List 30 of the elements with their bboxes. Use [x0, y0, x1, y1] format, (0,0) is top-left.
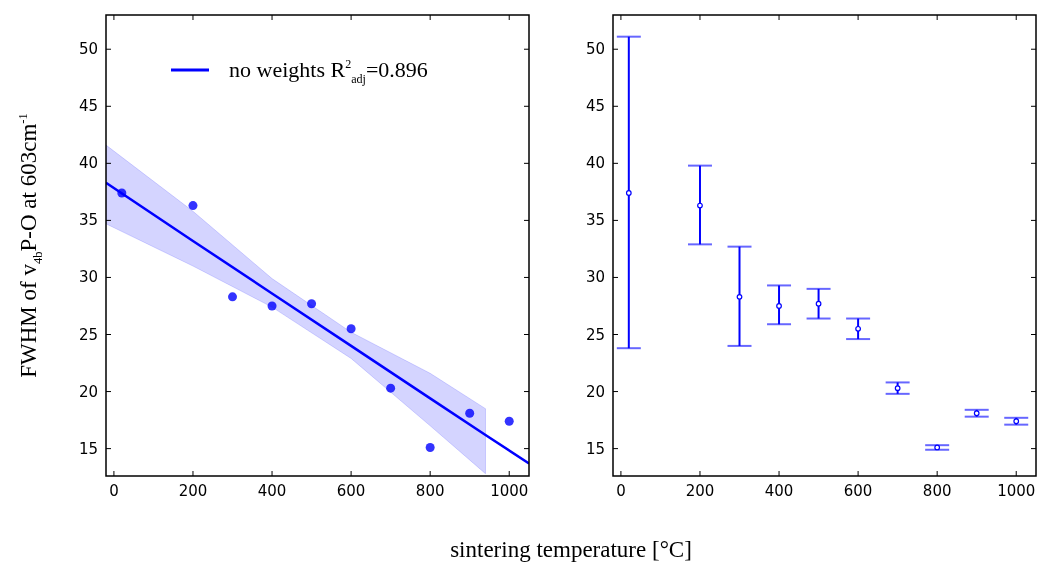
x-tick-label: 400: [764, 482, 794, 500]
legend-label: no weights R$^{2}$$_{adj}$=0.896: [229, 57, 428, 86]
y-tick-label: 50: [78, 40, 98, 59]
x-tick-label: 600: [336, 482, 366, 500]
y-tick-label: 25: [78, 325, 98, 344]
x-tick-label: 0: [109, 482, 119, 500]
y-tick-label: 15: [78, 439, 98, 458]
x-tick-label: 1000: [997, 482, 1036, 500]
x-tick-label: 0: [616, 482, 626, 500]
x-tick-label: 800: [415, 482, 445, 500]
y-tick-label: 35: [78, 211, 98, 230]
y-tick-label: 40: [585, 154, 605, 173]
x-tick-label: 200: [178, 482, 208, 500]
y-tick-label: 20: [585, 382, 605, 401]
x-axis-title: sintering temperature [°C]: [450, 537, 692, 562]
x-tick-label: 200: [685, 482, 715, 500]
y-tick-label: 40: [78, 154, 98, 173]
y-tick-label: 20: [78, 382, 98, 401]
x-tick-label: 600: [843, 482, 873, 500]
x-tick-label: 800: [922, 482, 952, 500]
y-tick-label: 30: [585, 268, 605, 287]
x-tick-label: 1000: [490, 482, 529, 500]
y-tick-label: 45: [78, 97, 98, 116]
y-tick-label: 35: [585, 211, 605, 230]
y-tick-label: 45: [585, 97, 605, 116]
y-tick-label: 50: [585, 40, 605, 59]
y-tick-label: 15: [585, 439, 605, 458]
y-tick-label: 30: [78, 268, 98, 287]
y-tick-label: 25: [585, 325, 605, 344]
x-tick-label: 400: [257, 482, 287, 500]
